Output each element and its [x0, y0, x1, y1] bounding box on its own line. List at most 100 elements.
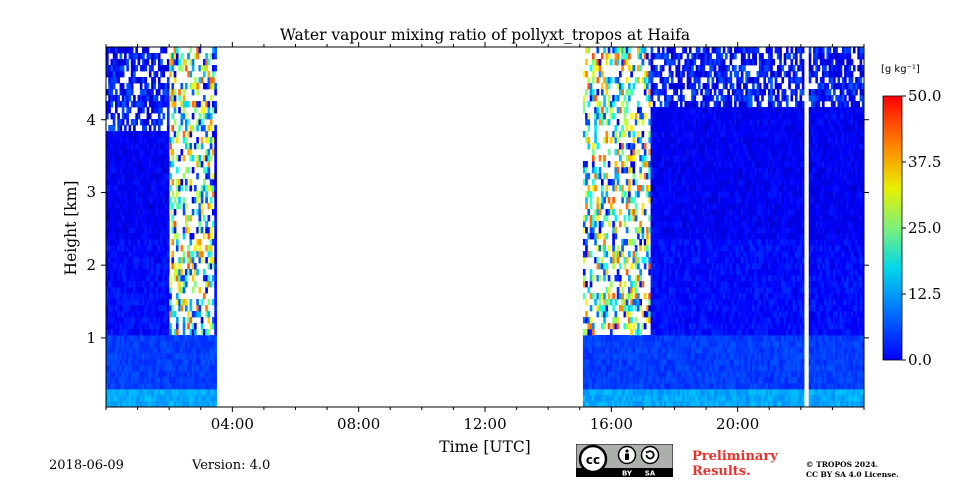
heatmap-cell — [151, 389, 154, 396]
heatmap-cell — [691, 377, 694, 384]
heatmap-cell — [625, 269, 629, 276]
heatmap-cell — [119, 71, 123, 78]
heatmap-cell — [126, 341, 129, 348]
heatmap-cell — [591, 161, 595, 168]
heatmap-cell — [214, 389, 217, 396]
heatmap-cell — [153, 293, 157, 300]
heatmap-cell — [643, 161, 647, 168]
heatmap-cell — [668, 155, 672, 162]
heatmap-cell — [706, 77, 710, 84]
heatmap-cell — [661, 311, 665, 318]
heatmap-cell — [144, 251, 148, 258]
heatmap-cell — [673, 401, 676, 408]
heatmap-cell — [684, 395, 688, 402]
heatmap-cell — [198, 155, 202, 162]
heatmap-cell — [632, 257, 636, 264]
heatmap-cell — [110, 65, 114, 72]
heatmap-cell — [153, 287, 157, 294]
heatmap-cell — [670, 203, 674, 210]
heatmap-cell — [200, 353, 204, 360]
heatmap-cell — [695, 107, 699, 114]
heatmap-cell — [164, 65, 168, 72]
heatmap-cell — [718, 281, 721, 288]
heatmap-cell — [709, 143, 712, 150]
heatmap-cell — [182, 353, 186, 360]
heatmap-cell — [589, 401, 593, 408]
heatmap-cell — [135, 143, 138, 150]
heatmap-cell — [169, 323, 172, 330]
heatmap-cell — [598, 167, 602, 174]
heatmap-cell — [652, 203, 656, 210]
heatmap-cell — [187, 365, 190, 372]
heatmap-cell — [139, 209, 143, 216]
heatmap-cell — [652, 323, 656, 330]
heatmap-cell — [598, 71, 602, 78]
heatmap-cell — [679, 191, 683, 198]
heatmap-cell — [718, 161, 721, 168]
heatmap-cell — [124, 257, 127, 264]
heatmap-cell — [198, 401, 202, 408]
heatmap-cell — [704, 113, 708, 120]
heatmap-cell — [652, 287, 656, 294]
heatmap-cell — [189, 401, 193, 408]
heatmap-cell — [716, 179, 719, 186]
heatmap-cell — [587, 365, 591, 372]
heatmap-cell — [639, 365, 642, 372]
heatmap-cell — [668, 143, 672, 150]
heatmap-cell — [641, 281, 645, 288]
heatmap-cell — [675, 221, 679, 228]
heatmap-cell — [153, 191, 157, 198]
heatmap-cell — [634, 383, 638, 390]
heatmap-cell — [207, 167, 211, 174]
heatmap-cell — [130, 203, 134, 210]
heatmap-cell — [137, 299, 141, 306]
heatmap-cell — [115, 287, 118, 294]
heatmap-cell — [110, 95, 114, 102]
heatmap-cell — [682, 389, 685, 396]
heatmap-cell — [137, 113, 141, 120]
heatmap-cell — [657, 107, 661, 114]
heatmap-cell — [110, 299, 114, 306]
heatmap-cell — [124, 203, 127, 210]
heatmap-cell — [616, 167, 620, 174]
heatmap-cell — [614, 353, 618, 360]
heatmap-cell — [668, 389, 672, 396]
heatmap-cell — [677, 233, 681, 240]
heatmap-cell — [121, 299, 125, 306]
heatmap-cell — [679, 155, 683, 162]
heatmap-cell — [691, 131, 694, 138]
heatmap-cell — [155, 359, 159, 366]
heatmap-cell — [600, 311, 604, 318]
heatmap-cell — [718, 221, 721, 228]
heatmap-cell — [697, 203, 701, 210]
heatmap-cell — [209, 155, 213, 162]
heatmap-cell — [716, 149, 719, 156]
heatmap-cell — [193, 377, 197, 384]
heatmap-cell — [637, 299, 640, 306]
heatmap-cell — [182, 155, 186, 162]
heatmap-cell — [688, 317, 692, 324]
heatmap-cell — [650, 287, 654, 294]
heatmap-cell — [164, 359, 168, 366]
heatmap-cell — [702, 299, 706, 306]
heatmap-cell — [659, 131, 663, 138]
heatmap-cell — [153, 83, 157, 90]
heatmap-cell — [144, 131, 148, 138]
heatmap-cell — [605, 383, 609, 390]
heatmap-cell — [117, 203, 120, 210]
heatmap-cell — [711, 383, 715, 390]
heatmap-cell — [641, 77, 645, 84]
heatmap-cell — [664, 377, 667, 384]
heatmap-cell — [655, 317, 658, 324]
heatmap-cell — [148, 281, 152, 288]
heatmap-cell — [115, 353, 118, 360]
heatmap-cell — [682, 179, 685, 186]
heatmap-cell — [189, 359, 193, 366]
heatmap-cell — [646, 311, 649, 318]
heatmap-cell — [661, 77, 665, 84]
heatmap-cell — [212, 239, 215, 246]
heatmap-cell — [691, 359, 694, 366]
heatmap-cell — [655, 227, 658, 234]
heatmap-cell — [600, 107, 604, 114]
heatmap-cell — [112, 161, 116, 168]
